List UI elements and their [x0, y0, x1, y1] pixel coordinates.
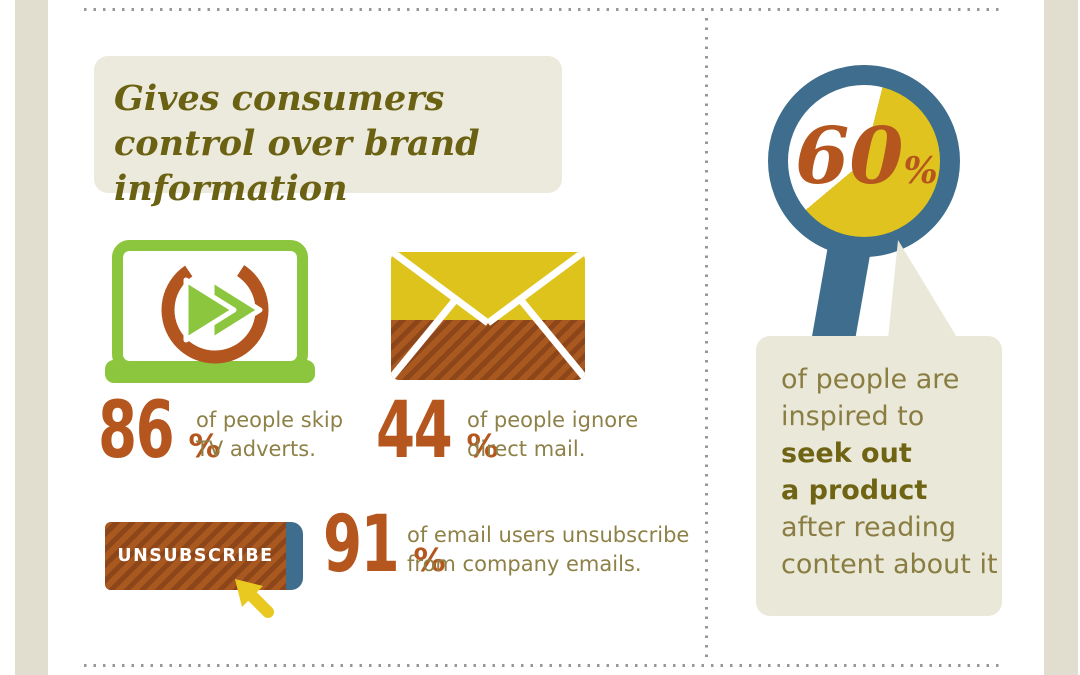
unsubscribe-label: UNSUBSCRIBE	[117, 546, 274, 566]
bubble-text: of people are inspired to seek out a pro…	[781, 364, 998, 580]
right-edge-band	[1044, 0, 1078, 675]
stat-label-tv: of people skip TV adverts.	[196, 408, 344, 461]
stat-value-unsubscribe: 91%	[323, 500, 446, 590]
stat-label-unsubscribe: of email users unsubscribe from company …	[407, 523, 690, 576]
cursor-arrow-icon	[235, 579, 274, 618]
unsubscribe-button: UNSUBSCRIBE	[105, 522, 303, 618]
envelope-icon	[391, 252, 585, 380]
vertical-dotted-divider	[705, 18, 708, 658]
stat-value-mail: 44%	[376, 386, 499, 476]
heading-card: Gives consumers control over brand infor…	[94, 56, 562, 209]
left-edge-band	[15, 0, 48, 675]
stat-label-mail: of people ignore direct mail.	[467, 408, 639, 461]
top-dotted-divider	[84, 8, 1004, 11]
replay-forward-icon	[161, 256, 269, 364]
speech-bubble-tail	[888, 240, 958, 339]
section-heading: Gives consumers control over brand infor…	[114, 78, 480, 209]
speech-bubble: of people are inspired to seek out a pro…	[756, 336, 1002, 616]
stat-value-tv: 86%	[98, 386, 221, 476]
bottom-dotted-divider	[84, 664, 1004, 667]
tv-screen-icon	[105, 240, 315, 383]
pie-percentage-value: 60%	[795, 111, 938, 202]
